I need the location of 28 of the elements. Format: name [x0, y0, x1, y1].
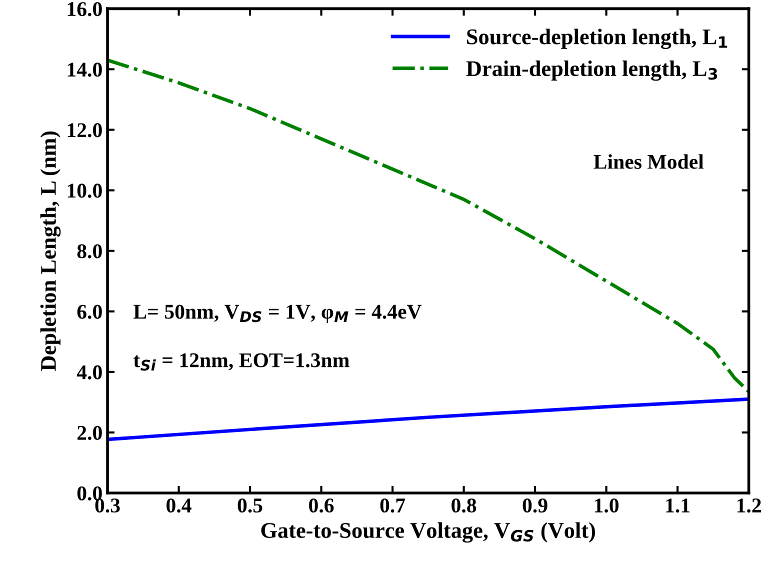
x-tick-label: 0.4: [166, 498, 192, 513]
line-series: [108, 397, 749, 442]
x-tick-label: 1.2: [737, 498, 761, 513]
y-tick-label: 6.0: [77, 304, 102, 319]
legend-label: Drain-depletion length, L$_{3}$: [466, 60, 718, 81]
y-tick-label: 8.0: [77, 244, 102, 258]
y-tick-label: 2.0: [77, 426, 102, 440]
annotation: L= 50nm, V$_{DS}$ = 1V, φ$_{M}$ = 4.4eV: [134, 304, 422, 324]
x-tick-label: 1.1: [666, 498, 690, 513]
annotation: Lines Model: [594, 154, 704, 169]
y-tick-label: 0.0: [77, 486, 102, 501]
line-series: [108, 58, 749, 394]
legend-label: Source-depletion length, L$_{1}$: [467, 28, 728, 50]
y-tick-label: 14.0: [68, 62, 102, 77]
annotation: t$_{Si}$ = 12nm, EOT=1.3nm: [134, 353, 350, 371]
x-tick-label: 0.8: [452, 498, 476, 513]
y-tick-label: 10.0: [68, 184, 102, 198]
x-tick-label: 0.3: [95, 498, 120, 513]
x-tick-label: 0.7: [380, 498, 406, 513]
y-tick-label: 4.0: [76, 365, 102, 380]
x-tick-label: 1.0: [594, 498, 619, 513]
x-tick-label: 0.5: [238, 498, 262, 513]
x-axis-title: Gate-to-Source Voltage, V$_{GS}$ (Volt): [261, 522, 595, 543]
y-tick-label: 12.0: [68, 123, 102, 138]
x-tick-label: 0.9: [522, 498, 548, 513]
y-tick-label: 16.0: [68, 2, 102, 16]
x-tick-label: 0.6: [309, 498, 334, 513]
y-axis-title: Depletion Length, L (nm): [40, 131, 61, 371]
